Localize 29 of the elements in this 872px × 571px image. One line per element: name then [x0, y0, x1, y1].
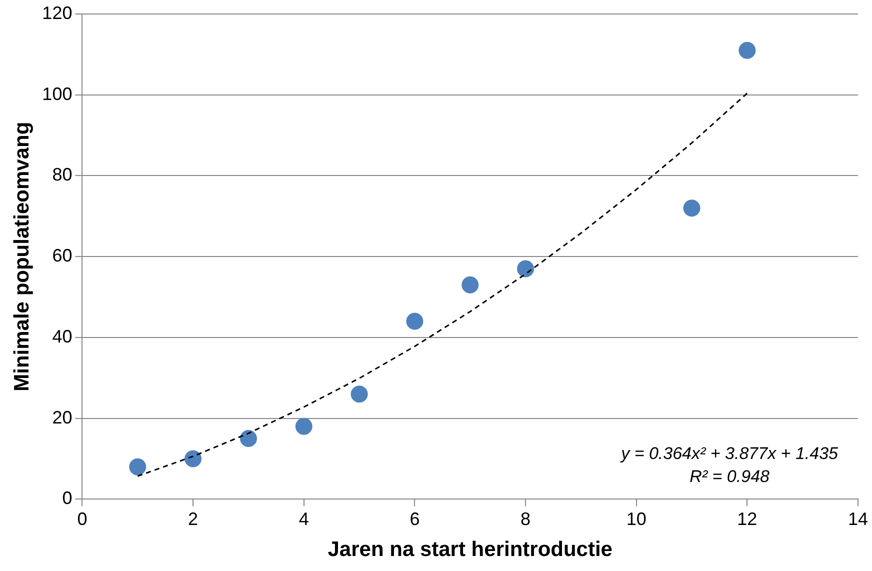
- y-tick-label: 0: [62, 488, 72, 508]
- y-axis-title: Minimale populatieomvang: [10, 122, 34, 392]
- y-tick-label: 40: [52, 326, 72, 346]
- x-axis-title: Jaren na start herintroductie: [328, 538, 612, 562]
- x-tick-label: 14: [848, 508, 868, 529]
- x-tick-label: 0: [77, 508, 88, 529]
- y-tick-label: 80: [52, 164, 72, 185]
- x-tick-label: 2: [188, 508, 198, 529]
- point: [295, 418, 312, 435]
- y-tick-label: 120: [42, 2, 72, 23]
- y-tick-label: 60: [52, 246, 72, 266]
- x-tick-label: 10: [626, 508, 646, 529]
- point: [129, 458, 146, 476]
- point: [683, 200, 700, 217]
- x-tick-label: 4: [298, 508, 309, 529]
- point: [184, 450, 202, 468]
- x-tick-label: 12: [737, 508, 758, 529]
- annotation: R² = 0.948: [690, 467, 770, 486]
- x-tick-label: 6: [410, 508, 420, 529]
- x-tick-label: 8: [520, 508, 531, 529]
- point: [462, 276, 479, 294]
- point: [240, 430, 257, 448]
- y-tick-label: 20: [52, 407, 72, 428]
- y-tick-label: 100: [42, 84, 72, 104]
- point: [350, 386, 368, 403]
- point: [738, 42, 756, 59]
- point: [406, 312, 424, 330]
- point: [517, 260, 534, 278]
- annotation: y = 0.364x² + 3.877x + 1.435: [620, 444, 839, 464]
